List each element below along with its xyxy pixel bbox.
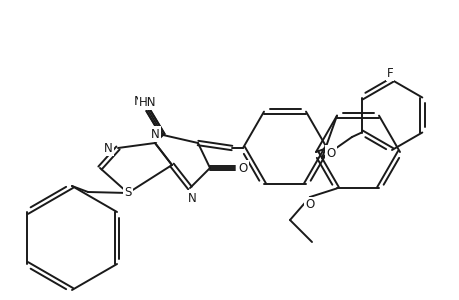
Text: N: N — [187, 191, 196, 205]
Text: N: N — [150, 128, 159, 140]
Text: NH: NH — [133, 94, 152, 107]
Text: O: O — [326, 146, 335, 160]
Text: HN: HN — [139, 95, 157, 109]
Text: F: F — [386, 67, 392, 80]
Text: O: O — [305, 199, 314, 212]
Text: N: N — [103, 142, 112, 154]
Text: S: S — [124, 187, 131, 200]
Text: O: O — [238, 161, 247, 175]
